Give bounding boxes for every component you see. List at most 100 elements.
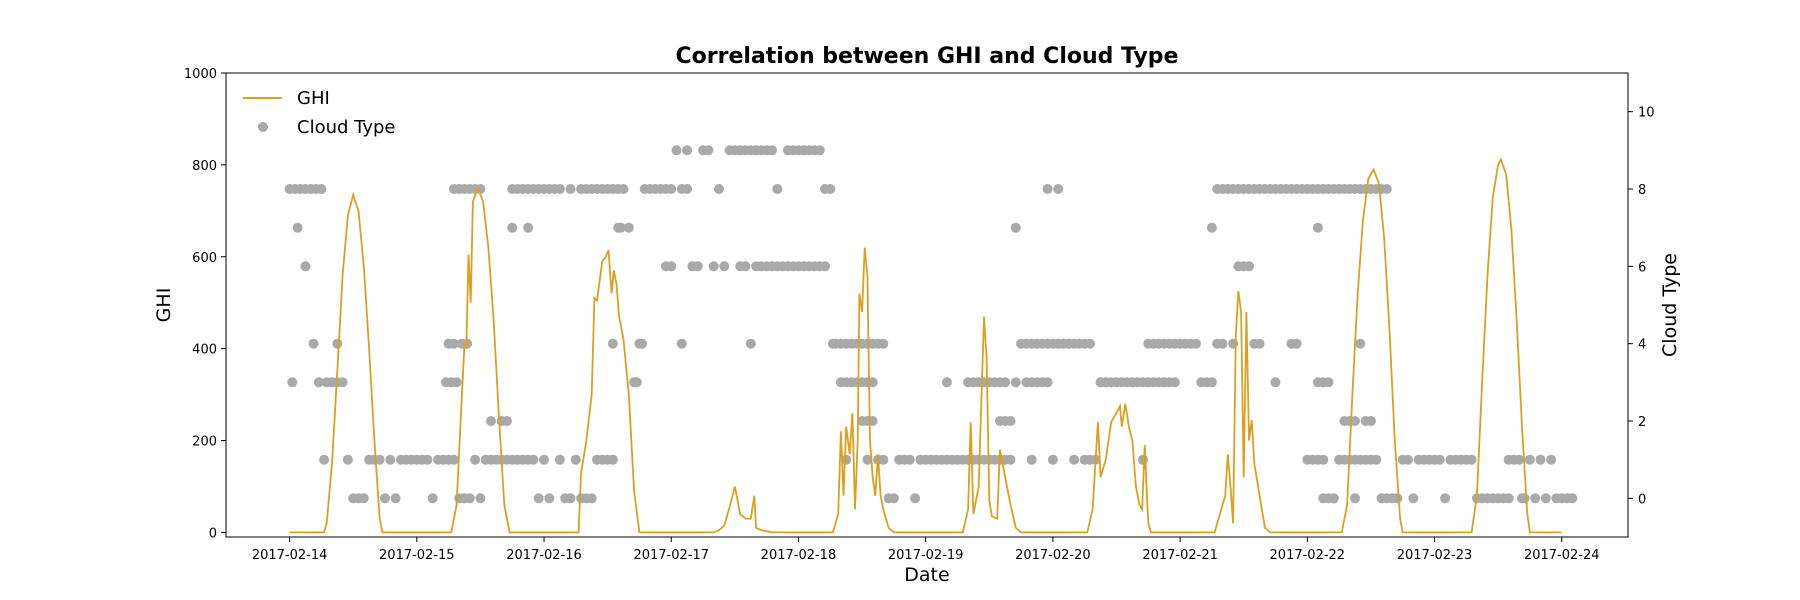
cloud-type-point <box>464 493 475 504</box>
y-axis-label: GHI <box>153 288 175 323</box>
cloud-type-point <box>451 377 462 388</box>
cloud-type-point <box>1047 454 1058 465</box>
cloud-type-point <box>1323 377 1334 388</box>
cloud-type-point <box>554 184 565 194</box>
cloud-type-point <box>1312 222 1323 233</box>
cloud-type-point <box>862 454 873 465</box>
y2-tick-label: 0 <box>1638 492 1646 507</box>
cloud-type-point <box>1217 338 1228 349</box>
cloud-type-point <box>825 184 836 194</box>
cloud-type-point <box>1042 377 1053 388</box>
cloud-type-point <box>565 493 576 504</box>
x-axis: 2017-02-14 2017-02-15 2017-02-16 2017-02-17… <box>252 537 1600 563</box>
cloud-type-point <box>666 184 677 194</box>
cloud-type-point <box>1408 493 1419 504</box>
cloud-type-point <box>1381 184 1392 194</box>
cloud-type-point <box>671 145 682 156</box>
cloud-type-point <box>1069 454 1080 465</box>
cloud-type-point <box>358 493 369 504</box>
cloud-type-point <box>1254 338 1265 349</box>
cloud-type-point <box>703 145 714 156</box>
cloud-type-point <box>1524 454 1535 465</box>
cloud-type-point <box>1206 377 1217 388</box>
cloud-type-point <box>1392 493 1403 504</box>
cloud-type-point <box>910 493 921 504</box>
cloud-type-point <box>1085 338 1095 349</box>
cloud-type-point <box>544 493 555 504</box>
x-tick-label: 2017-02-22 <box>1270 548 1346 563</box>
cloud-type-point <box>1440 493 1451 504</box>
cloud-type-point <box>1005 454 1016 465</box>
cloud-type-point <box>1270 377 1281 388</box>
cloud-type-point <box>1371 454 1382 465</box>
cloud-type-point <box>618 184 629 194</box>
cloud-type-point <box>1328 493 1339 504</box>
plot-area <box>225 72 1629 538</box>
cloud-type-point <box>666 261 677 272</box>
cloud-type-point <box>692 261 703 272</box>
cloud-type-point <box>586 493 597 504</box>
cloud-type-point <box>1138 454 1148 465</box>
y-axis-right: 0 2 4 6 8 10 <box>1628 106 1655 507</box>
legend-cloud-type-swatch <box>258 122 268 132</box>
cloud-type-point <box>740 261 751 272</box>
cloud-type-point <box>1053 184 1064 194</box>
plot-frame <box>225 72 1629 538</box>
cloud-type-point <box>332 338 343 349</box>
cloud-type-point <box>1535 454 1546 465</box>
cloud-type-point <box>337 377 348 388</box>
y2-tick-label: 6 <box>1638 260 1646 275</box>
cloud-type-point <box>1350 416 1360 426</box>
cloud-type-point <box>380 493 390 504</box>
cloud-type-points <box>284 145 1578 504</box>
x-tick-label: 2017-02-14 <box>252 548 328 563</box>
cloud-type-point <box>615 222 626 233</box>
cloud-type-point <box>1540 493 1551 504</box>
cloud-type-point <box>1466 454 1477 465</box>
cloud-type-point <box>607 338 618 349</box>
cloud-type-point <box>316 184 327 194</box>
y-tick-label: 0 <box>209 526 217 541</box>
cloud-type-point <box>565 184 576 194</box>
ghi-series-line <box>289 157 1562 534</box>
cloud-type-point <box>427 493 438 504</box>
cloud-type-point <box>1000 377 1011 388</box>
cloud-type-point <box>422 454 433 465</box>
cloud-type-point <box>1005 416 1016 426</box>
y-tick-label: 800 <box>192 159 217 174</box>
cloud-type-point <box>292 222 303 233</box>
cloud-type-point <box>1010 377 1021 388</box>
cloud-type-point <box>1530 493 1541 504</box>
cloud-type-point <box>1318 454 1329 465</box>
cloud-type-point <box>941 377 952 388</box>
cloud-type-point <box>841 454 852 465</box>
x-tick-label: 2017-02-20 <box>1015 548 1091 563</box>
cloud-type-point <box>772 184 783 194</box>
cloud-type-point <box>313 377 324 388</box>
cloud-type-point <box>623 222 634 233</box>
cloud-type-point <box>878 338 889 349</box>
cloud-type-point <box>374 454 385 465</box>
cloud-type-point <box>1206 222 1217 233</box>
x-tick-label: 2017-02-15 <box>379 548 455 563</box>
cloud-type-point <box>1244 261 1254 272</box>
cloud-type-point <box>501 416 512 426</box>
x-tick-label: 2017-02-18 <box>761 548 837 563</box>
cloud-type-point <box>904 454 915 465</box>
cloud-type-point <box>719 261 730 272</box>
legend-cloud-type-label: Cloud Type <box>297 117 395 138</box>
cloud-type-point <box>1191 338 1201 349</box>
cloud-type-point <box>486 416 496 426</box>
legend-ghi-label: GHI <box>297 88 330 109</box>
y2-tick-label: 10 <box>1638 106 1655 121</box>
cloud-type-point <box>507 222 518 233</box>
cloud-type-point <box>287 377 298 388</box>
cloud-type-point <box>1010 222 1021 233</box>
cloud-type-point <box>1355 338 1366 349</box>
cloud-type-point <box>1567 493 1578 504</box>
cloud-type-point <box>1291 338 1302 349</box>
cloud-type-point <box>1503 493 1514 504</box>
cloud-type-point <box>1519 493 1530 504</box>
cloud-type-point <box>1514 454 1525 465</box>
cloud-type-point <box>878 454 889 465</box>
